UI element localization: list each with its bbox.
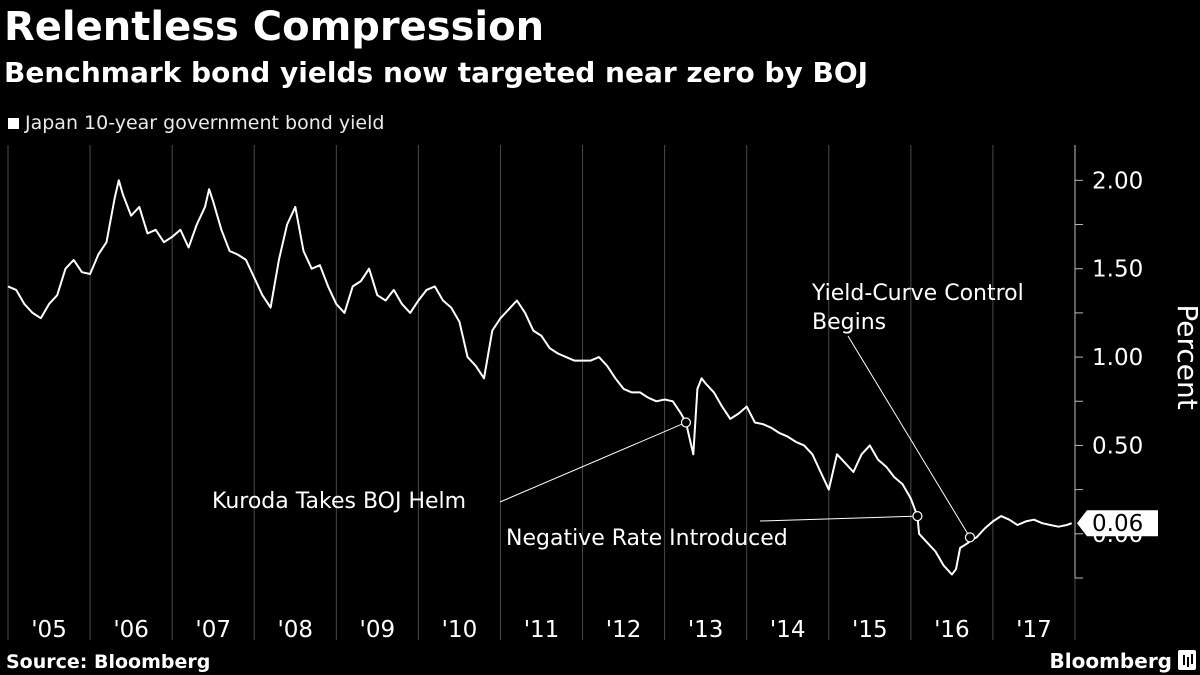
annotation-label-yield-curve-control: Begins (812, 310, 886, 335)
last-value-badge (1077, 510, 1158, 537)
annotation-marker-yield-curve-control (964, 532, 976, 543)
annotation-label-negative-rate: Negative Rate Introduced (506, 526, 788, 551)
annotation-marker-negative-rate (912, 511, 923, 522)
x-tick-label: '07 (195, 617, 231, 640)
x-tick-label: '10 (442, 617, 478, 640)
brand-logo: Bloomberg (1049, 649, 1172, 673)
yield-line (7, 179, 1073, 576)
y-tick-label: 0.50 (1092, 433, 1143, 459)
source-note: Source: Bloomberg (6, 651, 211, 673)
y-axis-label: Percent (1171, 304, 1200, 409)
chart-title: Relentless Compression (4, 4, 545, 50)
last-value-label: 0.06 (1092, 511, 1143, 537)
x-tick-label: '05 (31, 617, 67, 640)
x-tick-label: '17 (1016, 617, 1052, 640)
annotation-label-kuroda: Kuroda Takes BOJ Helm (212, 489, 466, 514)
x-tick-label: '12 (606, 617, 642, 640)
y-tick-label: 1.50 (1092, 257, 1143, 283)
y-tick-label: 1.00 (1092, 345, 1143, 371)
chart-subtitle: Benchmark bond yields now targeted near … (4, 56, 869, 89)
annotation-leader-yield-curve-control (847, 335, 971, 538)
legend-label: Japan 10-year government bond yield (25, 112, 385, 134)
annotation-marker-kuroda (680, 417, 692, 428)
annotation-label-yield-curve-control: Yield-Curve Control (811, 281, 1024, 306)
x-tick-label: '16 (934, 617, 970, 640)
legend: Japan 10-year government bond yield (8, 112, 384, 134)
x-tick-label: '11 (524, 617, 560, 640)
x-tick-label: '14 (770, 617, 806, 640)
annotation-leader-kuroda (499, 422, 687, 503)
annotation-leader-negative-rate (759, 515, 918, 522)
x-tick-label: '09 (360, 617, 396, 640)
x-tick-label: '13 (688, 617, 724, 640)
y-tick-label: 2.00 (1092, 168, 1143, 194)
legend-swatch (8, 117, 19, 129)
line-chart: '05 '06 '07 '08 '09 '10 '11 '12 '13 '14 '15 '16 '17 0… (7, 145, 1200, 640)
x-tick-label: '15 (852, 617, 888, 640)
x-tick-label: '06 (113, 617, 149, 640)
x-tick-label: '08 (277, 617, 313, 640)
bloomberg-chart-icon (1178, 650, 1196, 670)
